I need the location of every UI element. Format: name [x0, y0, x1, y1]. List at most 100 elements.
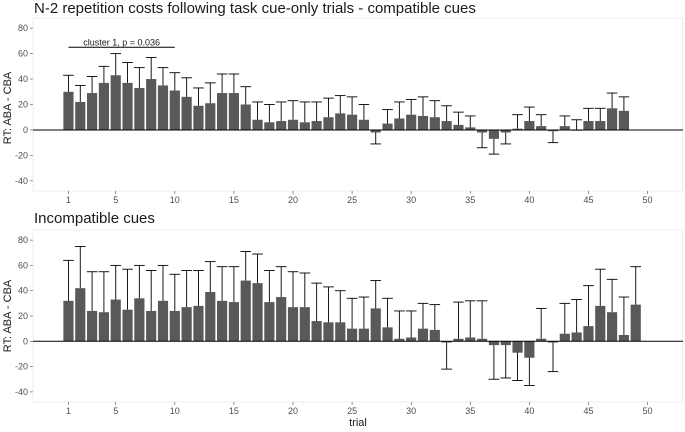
bar — [417, 328, 429, 342]
bar — [595, 305, 606, 342]
bar — [441, 341, 452, 343]
bar — [382, 327, 393, 342]
y-tick-label: 80 — [18, 235, 28, 245]
x-tick-label: 10 — [170, 406, 180, 416]
bar — [146, 310, 157, 342]
bar — [122, 82, 133, 130]
plot-area — [32, 17, 684, 192]
x-tick-label: 20 — [288, 406, 298, 416]
bar — [228, 302, 239, 342]
bar — [98, 312, 109, 342]
bar — [110, 299, 121, 342]
bar — [524, 341, 535, 358]
bar — [394, 338, 405, 342]
bar — [406, 337, 417, 342]
bar — [335, 322, 346, 342]
y-axis-ticks: -40 -20 0 20 40 60 80 — [15, 23, 33, 186]
x-tick-label: 25 — [347, 195, 357, 205]
bar — [536, 126, 547, 130]
bar — [63, 91, 74, 130]
bar — [406, 114, 417, 130]
x-tick-label: 35 — [465, 195, 475, 205]
bar — [583, 121, 594, 130]
bar — [347, 114, 358, 130]
bar — [441, 121, 452, 130]
cluster-annotation-label: cluster 1, p = 0.036 — [83, 37, 160, 47]
plot-area — [32, 229, 684, 403]
y-tick-label: 40 — [18, 74, 28, 84]
y-tick-label: 60 — [18, 49, 28, 59]
bar — [75, 101, 86, 130]
bar — [63, 300, 74, 342]
bar — [595, 121, 606, 130]
bar — [465, 127, 476, 130]
bar — [453, 124, 464, 130]
bar — [276, 121, 287, 130]
bar — [87, 93, 98, 130]
bar — [157, 85, 169, 130]
bar — [75, 288, 86, 342]
bar — [264, 122, 275, 130]
chart-title: Incompatible cues — [34, 210, 155, 227]
x-tick-label: 30 — [406, 195, 416, 205]
x-tick-label: 1 — [66, 406, 71, 416]
y-tick-label: 20 — [18, 311, 28, 321]
bar — [571, 332, 582, 342]
x-tick-label: 20 — [288, 195, 298, 205]
x-tick-label: 40 — [524, 195, 534, 205]
cluster-annotation: cluster 1, p = 0.036 — [68, 37, 175, 48]
bar — [618, 110, 629, 130]
bar — [417, 115, 429, 130]
bar — [134, 87, 145, 130]
bar — [146, 79, 157, 130]
x-tick-label: 50 — [643, 195, 653, 205]
bar — [512, 341, 523, 353]
x-tick-label: 40 — [524, 406, 534, 416]
bar — [193, 305, 204, 342]
bar — [429, 329, 440, 342]
bar — [607, 108, 618, 130]
bar — [500, 129, 511, 133]
bar — [299, 307, 310, 342]
x-tick-label: 15 — [229, 406, 239, 416]
bar — [276, 297, 287, 342]
bar — [370, 308, 381, 342]
x-tick-label: 10 — [170, 195, 180, 205]
y-tick-label: -20 — [15, 150, 28, 160]
y-axis-label: RT: ABA - CBA — [2, 71, 14, 144]
y-tick-label: 40 — [18, 286, 28, 296]
bar — [323, 322, 334, 342]
bar — [323, 117, 334, 130]
y-tick-label: 80 — [18, 23, 28, 33]
bar — [299, 122, 310, 130]
bar — [134, 298, 145, 342]
bar — [394, 118, 405, 130]
bar — [169, 310, 180, 342]
x-tick-label: 25 — [347, 406, 357, 416]
bar — [240, 280, 251, 342]
bar — [583, 326, 594, 342]
y-tick-label: 20 — [18, 100, 28, 110]
bar — [477, 129, 488, 133]
bar — [524, 121, 535, 130]
bar — [311, 121, 322, 130]
y-axis-ticks: -40 -20 0 20 40 60 80 — [15, 235, 33, 397]
bar — [547, 129, 559, 132]
bar — [252, 119, 263, 130]
x-tick-label: 45 — [583, 406, 593, 416]
bar — [547, 341, 559, 343]
bar — [618, 334, 629, 342]
x-tick-label: 50 — [643, 406, 653, 416]
bar — [630, 304, 641, 342]
bar — [181, 307, 192, 342]
panel-incompatible-cues: Incompatible cues -40 -20 0 20 40 60 80 RT: AB… — [2, 210, 684, 429]
bar — [358, 119, 369, 130]
y-tick-label: -40 — [15, 176, 28, 186]
bar — [98, 82, 109, 130]
panel-compatible-cues: N-2 repetition costs following task cue-… — [2, 0, 684, 205]
y-tick-label: 60 — [18, 260, 28, 270]
bar — [228, 93, 239, 130]
x-tick-label: 5 — [113, 195, 118, 205]
x-tick-label: 35 — [465, 406, 475, 416]
